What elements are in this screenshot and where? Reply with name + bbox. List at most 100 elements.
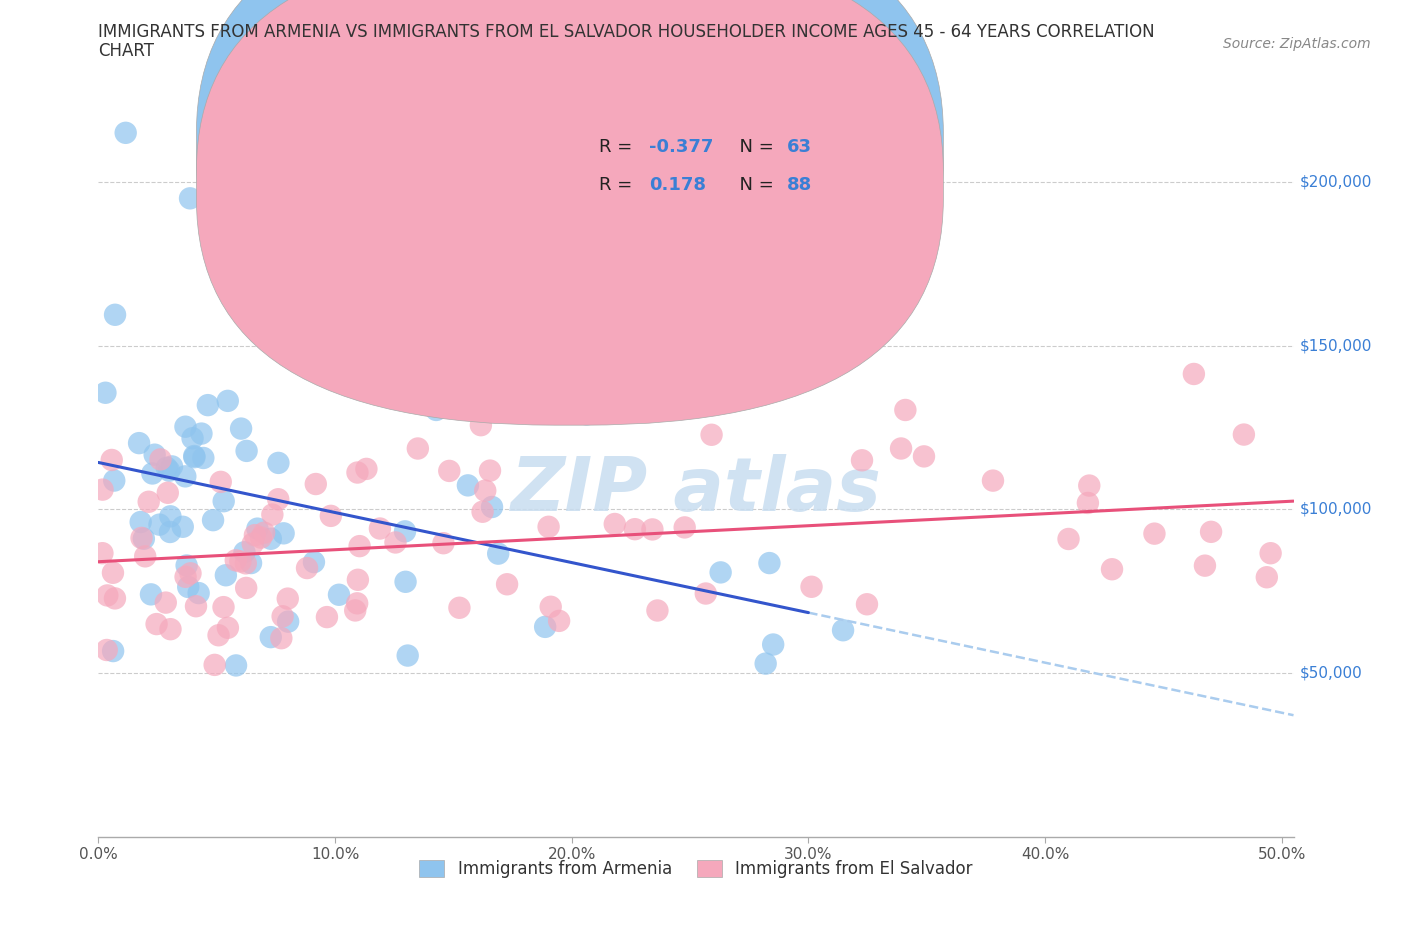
Point — [1182, 366, 1205, 381]
Point — [212, 600, 235, 615]
Point — [439, 463, 461, 478]
Point — [1199, 525, 1222, 539]
FancyBboxPatch shape — [197, 0, 943, 425]
Point — [235, 556, 257, 571]
Text: -0.377: -0.377 — [650, 138, 714, 155]
Point — [912, 449, 935, 464]
Point — [1078, 478, 1101, 493]
Point — [131, 530, 153, 545]
Point — [496, 577, 519, 591]
Point — [273, 525, 295, 540]
Text: IMMIGRANTS FROM ARMENIA VS IMMIGRANTS FROM EL SALVADOR HOUSEHOLDER INCOME AGES 4: IMMIGRANTS FROM ARMENIA VS IMMIGRANTS FR… — [98, 23, 1156, 41]
Text: Source: ZipAtlas.com: Source: ZipAtlas.com — [1223, 37, 1371, 51]
Point — [129, 514, 152, 529]
Point — [235, 580, 257, 595]
Point — [347, 572, 370, 587]
Point — [172, 519, 194, 534]
Point — [368, 521, 391, 536]
Point — [141, 466, 163, 481]
Point — [305, 476, 328, 491]
Point — [187, 586, 209, 601]
Point — [486, 546, 509, 561]
Point — [856, 597, 879, 612]
Legend: Immigrants from Armenia, Immigrants from El Salvador: Immigrants from Armenia, Immigrants from… — [412, 854, 980, 885]
Point — [277, 591, 299, 606]
Point — [540, 599, 562, 614]
Point — [470, 418, 492, 432]
Point — [181, 431, 204, 445]
Point — [398, 388, 420, 403]
Point — [624, 522, 647, 537]
Point — [537, 519, 560, 534]
Point — [183, 448, 205, 463]
Point — [277, 614, 299, 629]
Point — [217, 393, 239, 408]
Point — [242, 537, 264, 551]
Point — [132, 531, 155, 546]
Point — [240, 555, 263, 570]
FancyBboxPatch shape — [534, 110, 845, 205]
Point — [103, 473, 125, 488]
Point — [253, 525, 276, 540]
Point — [328, 588, 350, 603]
Point — [225, 658, 247, 673]
Point — [183, 450, 205, 465]
Point — [225, 552, 247, 567]
Point — [270, 631, 292, 645]
Text: 88: 88 — [787, 176, 813, 193]
Point — [481, 499, 503, 514]
Point — [159, 622, 181, 637]
Point — [316, 610, 339, 625]
Point — [346, 596, 368, 611]
Point — [177, 579, 200, 594]
Point — [235, 444, 257, 458]
Point — [101, 644, 124, 658]
Point — [204, 658, 226, 672]
Point — [776, 361, 799, 376]
Point — [179, 565, 201, 580]
Point — [394, 575, 416, 590]
Point — [174, 469, 197, 484]
Point — [91, 546, 114, 561]
Point — [207, 628, 229, 643]
Point — [1379, 512, 1402, 527]
Point — [471, 504, 494, 519]
Point — [758, 555, 780, 570]
Point — [143, 447, 166, 462]
Point — [673, 520, 696, 535]
Point — [267, 456, 290, 471]
Point — [1331, 623, 1354, 638]
Point — [156, 460, 179, 475]
Text: N =: N = — [728, 138, 780, 155]
Point — [156, 485, 179, 500]
Point — [260, 630, 283, 644]
Point — [159, 509, 181, 524]
Text: $200,000: $200,000 — [1299, 175, 1372, 190]
Point — [394, 524, 416, 538]
Point — [134, 549, 156, 564]
Point — [457, 478, 479, 493]
Point — [695, 586, 717, 601]
Point — [138, 495, 160, 510]
Point — [128, 435, 150, 450]
Point — [184, 599, 207, 614]
Point — [212, 494, 235, 509]
Point — [474, 484, 496, 498]
Point — [104, 307, 127, 322]
Point — [832, 623, 855, 638]
Point — [176, 558, 198, 573]
Point — [101, 565, 124, 580]
Point — [1077, 496, 1099, 511]
Point — [1194, 558, 1216, 573]
Point — [160, 459, 183, 474]
Point — [384, 535, 406, 550]
Point — [894, 403, 917, 418]
Point — [344, 603, 367, 618]
Point — [114, 126, 136, 140]
Point — [179, 191, 201, 206]
Text: CHART: CHART — [98, 42, 155, 60]
Point — [174, 569, 197, 584]
Point — [981, 473, 1004, 488]
Point — [96, 588, 118, 603]
Point — [217, 620, 239, 635]
